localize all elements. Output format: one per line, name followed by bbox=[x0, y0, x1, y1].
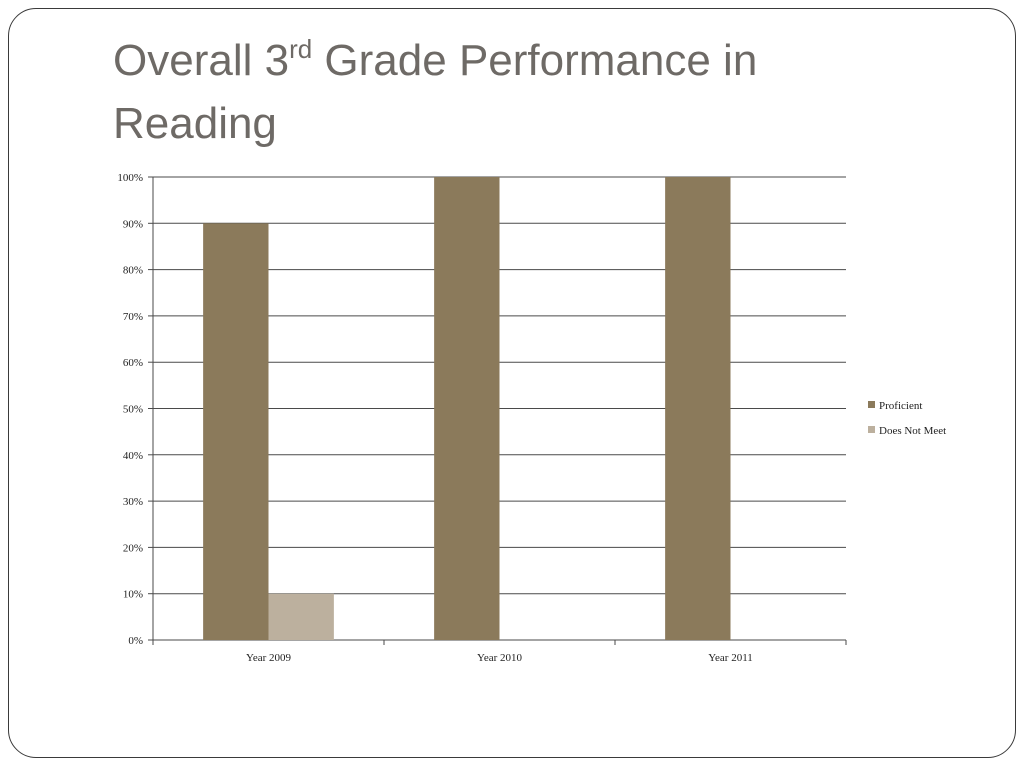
legend-label: Does Not Meet bbox=[879, 425, 946, 437]
y-tick-label: 70% bbox=[123, 311, 143, 323]
title-text-after: Grade Performance in Reading bbox=[113, 36, 758, 148]
y-tick-label: 90% bbox=[123, 218, 143, 230]
bar-does-not-meet bbox=[268, 593, 334, 640]
y-tick-label: 80% bbox=[123, 265, 143, 277]
y-tick-label: 20% bbox=[123, 542, 143, 554]
title-superscript: rd bbox=[289, 34, 313, 64]
x-category-label: Year 2010 bbox=[477, 652, 523, 664]
slide-frame bbox=[8, 8, 1016, 758]
x-category-label: Year 2009 bbox=[246, 652, 292, 664]
y-tick-label: 30% bbox=[123, 496, 143, 508]
y-tick-label: 50% bbox=[123, 404, 143, 416]
bar-proficient bbox=[203, 223, 269, 641]
y-tick-label: 10% bbox=[123, 589, 143, 601]
y-tick-label: 100% bbox=[117, 172, 143, 184]
x-category-label: Year 2011 bbox=[708, 652, 753, 664]
y-tick-label: 40% bbox=[123, 450, 143, 462]
title-text-before: Overall 3 bbox=[113, 36, 290, 85]
y-tick-label: 60% bbox=[123, 357, 143, 369]
legend-label: Proficient bbox=[879, 400, 922, 412]
y-tick-label: 0% bbox=[128, 635, 143, 647]
legend-swatch bbox=[868, 401, 875, 408]
bar-proficient bbox=[665, 177, 731, 640]
bar-proficient bbox=[434, 177, 500, 640]
legend-swatch bbox=[868, 426, 875, 433]
slide-title: Overall 3rd Grade Performance in Reading bbox=[113, 32, 893, 153]
